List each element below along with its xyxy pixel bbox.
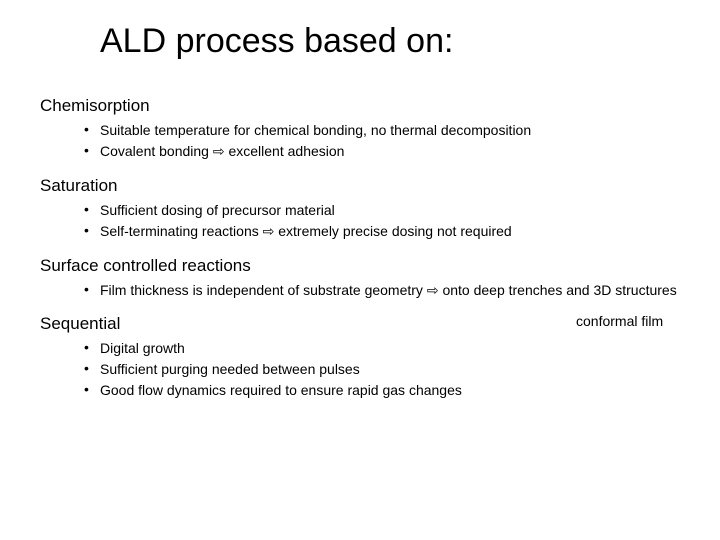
- list-item: Suitable temperature for chemical bondin…: [84, 120, 680, 141]
- list-item: Covalent bonding ⇨ excellent adhesion: [84, 141, 680, 162]
- slide-title: ALD process based on:: [100, 22, 680, 61]
- slide: ALD process based on: Chemisorption Suit…: [0, 0, 720, 540]
- list-item: Good flow dynamics required to ensure ra…: [84, 380, 680, 401]
- list-item: Film thickness is independent of substra…: [84, 280, 680, 301]
- list-item: Digital growth: [84, 338, 680, 359]
- annotation-conformal-film: conformal film: [576, 313, 663, 329]
- slide-body: Chemisorption Suitable temperature for c…: [40, 96, 680, 401]
- bullet-list: Film thickness is independent of substra…: [40, 280, 680, 301]
- bullet-list: Suitable temperature for chemical bondin…: [40, 120, 680, 162]
- list-item: Sufficient purging needed between pulses: [84, 359, 680, 380]
- list-item: Self-terminating reactions ⇨ extremely p…: [84, 221, 680, 242]
- bullet-list: Digital growth Sufficient purging needed…: [40, 338, 680, 401]
- bullet-list: Sufficient dosing of precursor material …: [40, 200, 680, 242]
- section-heading-chemisorption: Chemisorption: [40, 96, 680, 116]
- section-heading-surface-controlled: Surface controlled reactions: [40, 256, 680, 276]
- section-heading-saturation: Saturation: [40, 176, 680, 196]
- list-item: Sufficient dosing of precursor material: [84, 200, 680, 221]
